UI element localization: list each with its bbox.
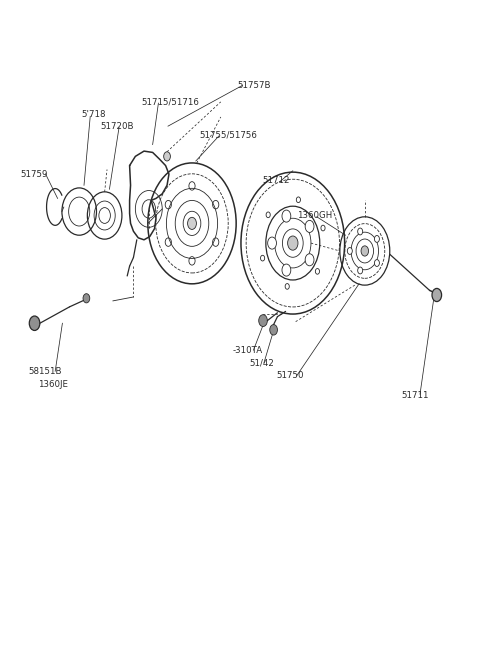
- Circle shape: [305, 254, 314, 266]
- Text: 58151B: 58151B: [29, 367, 62, 376]
- Circle shape: [268, 237, 276, 249]
- Circle shape: [188, 217, 196, 229]
- Text: 51750: 51750: [276, 371, 304, 380]
- Text: 51712: 51712: [262, 176, 290, 185]
- Circle shape: [282, 264, 291, 276]
- Circle shape: [348, 248, 352, 254]
- Circle shape: [358, 267, 363, 274]
- Circle shape: [83, 294, 90, 303]
- Circle shape: [288, 236, 298, 250]
- Circle shape: [164, 152, 170, 161]
- Circle shape: [432, 288, 442, 302]
- Circle shape: [305, 220, 314, 233]
- Text: 51720B: 51720B: [101, 122, 134, 131]
- Circle shape: [374, 235, 379, 242]
- Circle shape: [358, 228, 363, 235]
- Circle shape: [259, 315, 267, 327]
- Text: 1360GH: 1360GH: [297, 211, 332, 220]
- Text: 5'718: 5'718: [81, 110, 106, 120]
- Text: 51711: 51711: [401, 391, 429, 400]
- Text: 51755/51756: 51755/51756: [199, 130, 257, 139]
- Circle shape: [361, 246, 369, 256]
- Circle shape: [282, 210, 291, 222]
- Text: 51/42: 51/42: [249, 358, 274, 367]
- Text: 1360JE: 1360JE: [38, 380, 68, 389]
- Text: -310TA: -310TA: [232, 346, 262, 355]
- Text: 51759: 51759: [21, 170, 48, 179]
- Circle shape: [374, 260, 379, 267]
- Circle shape: [29, 316, 40, 330]
- Circle shape: [270, 325, 277, 335]
- Text: 51715/51716: 51715/51716: [142, 97, 199, 106]
- Text: 51757B: 51757B: [238, 81, 271, 90]
